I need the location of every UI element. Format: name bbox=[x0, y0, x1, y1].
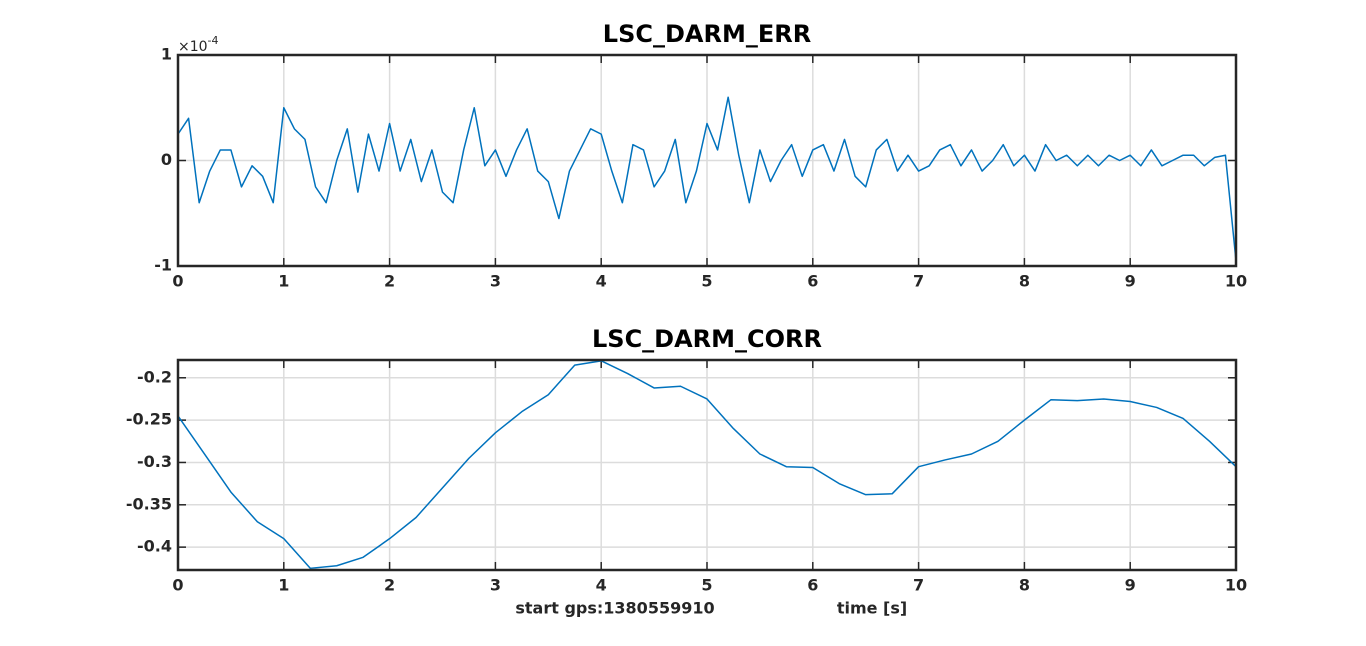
x-tick-label: 0 bbox=[172, 272, 183, 291]
y-tick-label: -0.25 bbox=[126, 410, 172, 429]
x-tick-label: 9 bbox=[1125, 272, 1136, 291]
x-tick-label: 3 bbox=[490, 272, 501, 291]
x-tick-label: 2 bbox=[384, 272, 395, 291]
x-tick-label: 3 bbox=[490, 576, 501, 595]
y-tick-label: -1 bbox=[154, 256, 172, 275]
y-tick-label: -0.2 bbox=[137, 367, 172, 386]
y-tick-label: -0.4 bbox=[137, 537, 172, 556]
chart-title: LSC_DARM_ERR bbox=[603, 20, 811, 48]
x-tick-label: 6 bbox=[807, 272, 818, 291]
x-tick-label: 8 bbox=[1019, 272, 1030, 291]
x-tick-label: 1 bbox=[278, 576, 289, 595]
y-tick-label: 0 bbox=[161, 150, 172, 169]
x-axis-label: time [s] bbox=[837, 599, 907, 618]
x-tick-label: 5 bbox=[701, 272, 712, 291]
x-tick-label: 8 bbox=[1019, 576, 1030, 595]
x-tick-label: 6 bbox=[807, 576, 818, 595]
chart-title: LSC_DARM_CORR bbox=[592, 325, 822, 353]
x-tick-label: 0 bbox=[172, 576, 183, 595]
data-line bbox=[177, 96, 1237, 261]
y-multiplier-base: ×10 bbox=[178, 39, 208, 55]
x-tick-label: 4 bbox=[596, 272, 607, 291]
x-tick-label: 2 bbox=[384, 576, 395, 595]
annotation: start gps:1380559910 bbox=[515, 599, 714, 618]
y-multiplier: ×10-4 bbox=[178, 34, 219, 55]
x-tick-label: 9 bbox=[1125, 576, 1136, 595]
x-tick-label: 4 bbox=[596, 576, 607, 595]
x-tick-label: 7 bbox=[913, 272, 924, 291]
x-tick-label: 7 bbox=[913, 576, 924, 595]
y-tick-label: 1 bbox=[161, 45, 172, 64]
data-line bbox=[177, 360, 1237, 570]
axes-box bbox=[176, 53, 1238, 268]
y-tick-label: -0.35 bbox=[126, 494, 172, 513]
axes-box bbox=[176, 358, 1238, 572]
y-tick-label: -0.3 bbox=[137, 452, 172, 471]
x-tick-label: 1 bbox=[278, 272, 289, 291]
x-tick-label: 5 bbox=[701, 576, 712, 595]
y-multiplier-exponent: -4 bbox=[208, 34, 219, 47]
x-tick-label: 10 bbox=[1225, 272, 1247, 291]
x-tick-label: 10 bbox=[1225, 576, 1247, 595]
